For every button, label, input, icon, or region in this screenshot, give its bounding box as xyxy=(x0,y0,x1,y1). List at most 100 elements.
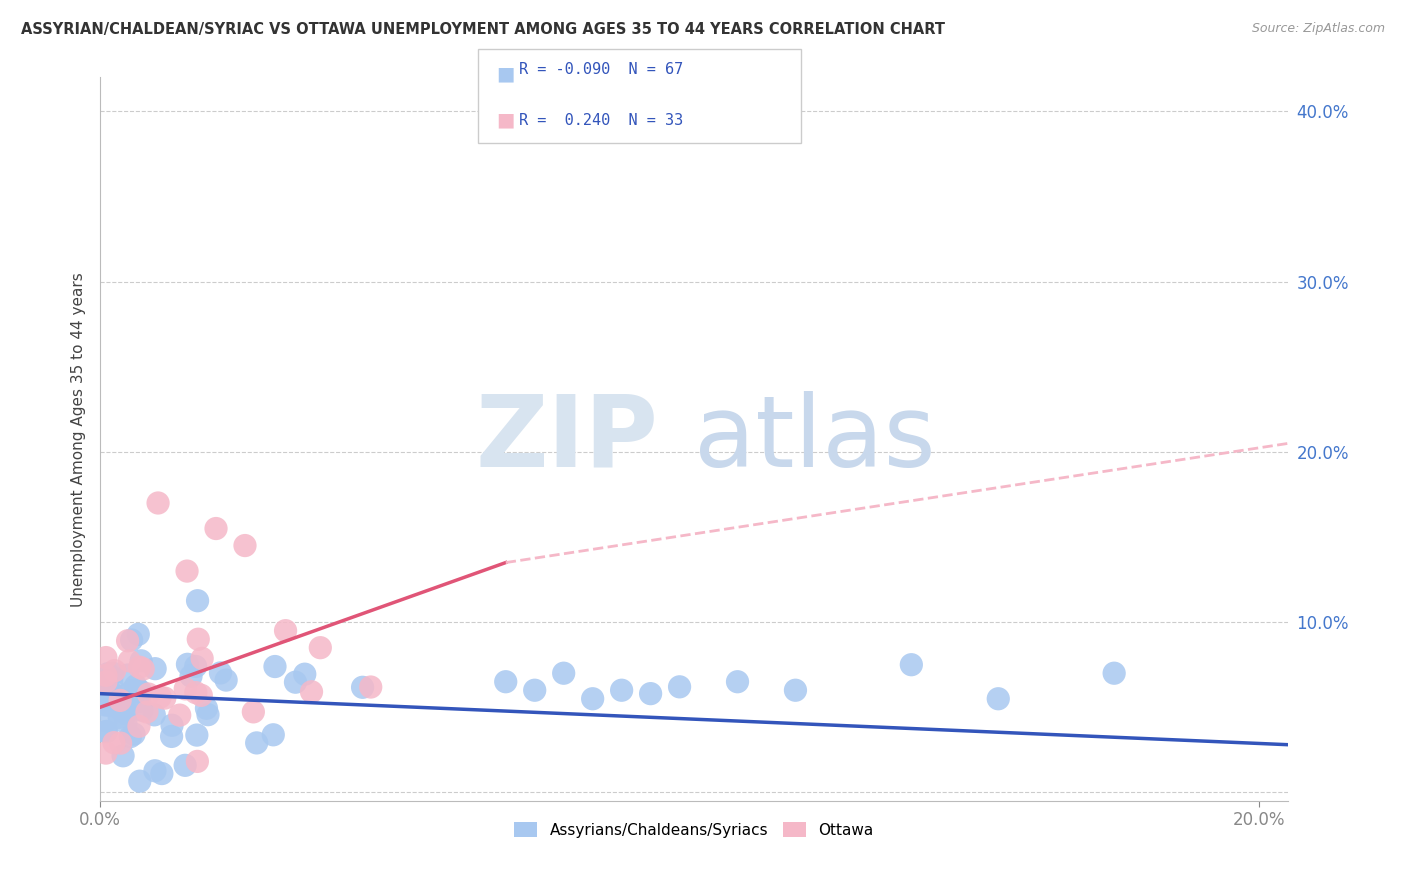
Point xyxy=(294,667,316,681)
Point xyxy=(117,633,139,648)
Point xyxy=(96,724,118,739)
Point xyxy=(146,496,169,510)
Point xyxy=(360,680,382,694)
Point xyxy=(205,522,228,536)
Point xyxy=(128,774,150,789)
Point xyxy=(127,684,149,698)
Text: atlas: atlas xyxy=(695,391,935,488)
Point xyxy=(94,746,117,760)
Point xyxy=(94,674,117,689)
Point xyxy=(264,659,287,673)
Point xyxy=(191,651,214,665)
Text: Source: ZipAtlas.com: Source: ZipAtlas.com xyxy=(1251,22,1385,36)
Point xyxy=(128,660,150,674)
Point xyxy=(94,724,117,739)
Point xyxy=(553,666,575,681)
Point xyxy=(131,703,153,717)
Point xyxy=(149,690,172,705)
Point xyxy=(215,673,238,687)
Point xyxy=(610,683,633,698)
Point xyxy=(94,668,117,682)
Point xyxy=(187,632,209,647)
Point xyxy=(138,687,160,701)
Point xyxy=(242,705,264,719)
Point xyxy=(100,684,122,698)
Point xyxy=(727,674,749,689)
Point xyxy=(160,730,183,744)
Point xyxy=(125,679,148,693)
Point xyxy=(176,657,198,672)
Point xyxy=(121,633,143,648)
Point xyxy=(668,680,690,694)
Point xyxy=(100,674,122,689)
Point xyxy=(103,692,125,706)
Point xyxy=(115,715,138,730)
Text: ASSYRIAN/CHALDEAN/SYRIAC VS OTTAWA UNEMPLOYMENT AMONG AGES 35 TO 44 YEARS CORREL: ASSYRIAN/CHALDEAN/SYRIAC VS OTTAWA UNEMP… xyxy=(21,22,945,37)
Point xyxy=(122,727,145,741)
Point xyxy=(127,627,149,641)
Point xyxy=(143,707,166,722)
Text: ZIP: ZIP xyxy=(475,391,658,488)
Point xyxy=(160,718,183,732)
Text: ■: ■ xyxy=(496,111,515,129)
Point xyxy=(150,766,173,780)
Point xyxy=(1102,666,1125,681)
Point xyxy=(309,640,332,655)
Point xyxy=(495,674,517,689)
Point xyxy=(143,764,166,778)
Point xyxy=(97,666,120,681)
Point xyxy=(117,668,139,682)
Point xyxy=(143,662,166,676)
Point xyxy=(209,665,232,680)
Point xyxy=(98,698,121,712)
Text: ■: ■ xyxy=(496,64,515,83)
Point xyxy=(180,669,202,683)
Point xyxy=(987,691,1010,706)
Point xyxy=(108,693,131,707)
Point xyxy=(184,659,207,673)
Point xyxy=(121,684,143,698)
Point xyxy=(94,695,117,709)
Point xyxy=(136,705,159,719)
Point xyxy=(111,704,134,718)
Point xyxy=(284,675,307,690)
Point xyxy=(197,707,219,722)
Point xyxy=(640,687,662,701)
Y-axis label: Unemployment Among Ages 35 to 44 years: Unemployment Among Ages 35 to 44 years xyxy=(72,272,86,607)
Point xyxy=(233,539,256,553)
Point xyxy=(103,736,125,750)
Point xyxy=(114,689,136,703)
Point xyxy=(169,708,191,723)
Point xyxy=(900,657,922,672)
Point xyxy=(110,696,132,710)
Point xyxy=(352,681,374,695)
Point xyxy=(108,710,131,724)
Point xyxy=(190,689,212,703)
Point xyxy=(195,701,218,715)
Point xyxy=(94,714,117,728)
Point xyxy=(174,758,197,772)
Point xyxy=(128,694,150,708)
Point xyxy=(262,728,284,742)
Point xyxy=(118,654,141,668)
Point xyxy=(129,684,152,698)
Point xyxy=(112,697,135,711)
Point xyxy=(274,624,297,638)
Point xyxy=(176,564,198,578)
Point xyxy=(186,728,208,742)
Point xyxy=(301,685,323,699)
Text: R =  0.240  N = 33: R = 0.240 N = 33 xyxy=(519,112,683,128)
Point xyxy=(186,755,208,769)
Point xyxy=(246,736,269,750)
Point xyxy=(101,666,124,681)
Point xyxy=(120,730,142,744)
Point xyxy=(785,683,807,698)
Point xyxy=(115,706,138,721)
Point xyxy=(153,691,176,706)
Point xyxy=(94,650,117,665)
Point xyxy=(582,691,605,706)
Point xyxy=(128,719,150,733)
Point xyxy=(110,736,132,750)
Point xyxy=(112,748,135,763)
Point xyxy=(184,685,207,699)
